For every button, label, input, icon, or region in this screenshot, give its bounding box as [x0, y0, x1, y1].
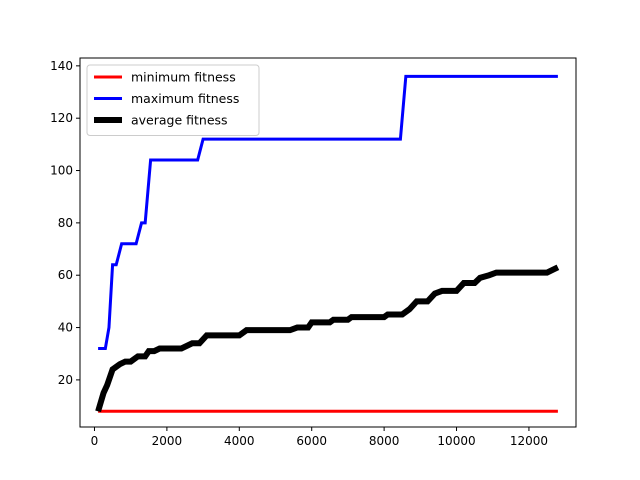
x-axis: 0 2000 4000 6000 8000 10000 12000 [91, 427, 548, 448]
legend-label-2: average fitness [131, 113, 228, 128]
series-line-1 [98, 74, 558, 350]
y-tick-label: 140 [50, 59, 73, 73]
y-tick-label: 40 [58, 321, 73, 335]
x-tick-label: 8000 [369, 434, 400, 448]
y-tick-label: 80 [58, 216, 73, 230]
y-tick-label: 20 [58, 373, 73, 387]
x-tick-label: 6000 [296, 434, 327, 448]
y-tick-label: 100 [50, 164, 73, 178]
y-axis: 20 40 60 80 100 120 140 [50, 59, 80, 387]
legend-box [86, 64, 260, 136]
y-tick-label: 60 [58, 268, 73, 282]
legend-label-1: maximum fitness [131, 91, 239, 106]
y-tick-label: 120 [50, 111, 73, 125]
x-tick-label: 0 [91, 434, 99, 448]
x-tick-label: 10000 [437, 434, 475, 448]
plot-frame [79, 57, 577, 428]
x-tick-label: 4000 [224, 434, 255, 448]
x-tick-label: 12000 [510, 434, 548, 448]
series-line-2 [95, 264, 560, 413]
series-layer [95, 74, 560, 413]
legend: minimum fitness maximum fitness average fi… [86, 64, 260, 136]
legend-label-0: minimum fitness [131, 70, 236, 85]
x-tick-label: 2000 [152, 434, 183, 448]
